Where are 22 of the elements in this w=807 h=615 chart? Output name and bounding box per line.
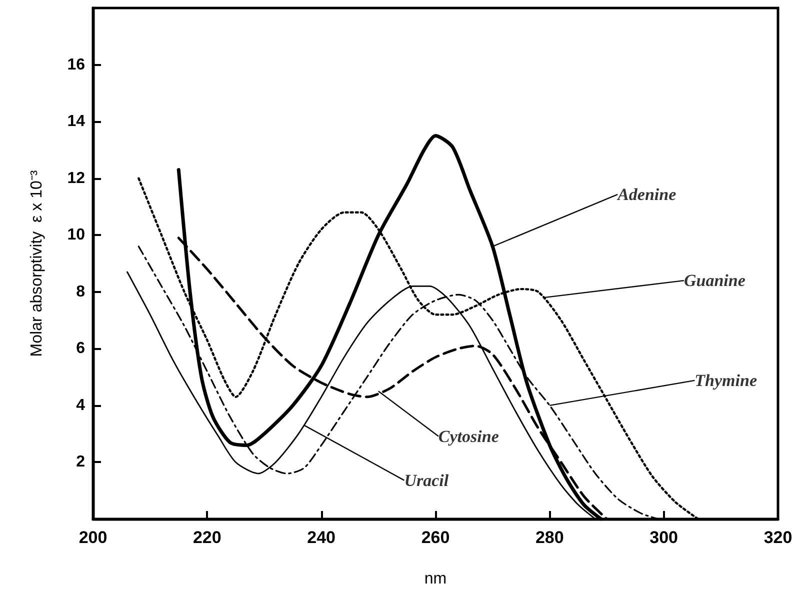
x-tick-label: 220 [192, 528, 222, 547]
annotation: Uracil [404, 470, 449, 490]
y-tick-label: 12 [67, 170, 86, 187]
y-tick-label: 14 [67, 113, 86, 130]
x-axis-title: nm [424, 570, 447, 588]
y-tick-label: 16 [67, 56, 86, 74]
annotation: Cytosine [438, 426, 500, 446]
x-tick-label: 240 [307, 528, 336, 547]
x-tick-label: 320 [764, 528, 792, 547]
annotation: Guanine [684, 271, 746, 290]
x-tick-label: 300 [650, 528, 678, 547]
y-tick-label: 8 [76, 283, 86, 300]
y-tick-label: 4 [76, 396, 86, 414]
x-tick-label: 200 [78, 528, 108, 547]
annotation: Thymine [694, 370, 758, 390]
annotation: Adenine [616, 184, 677, 204]
x-tick-label: 280 [535, 528, 564, 547]
y-tick-label: 6 [76, 340, 86, 358]
y-tick-label: 10 [67, 226, 86, 244]
y-axis-title: Molar absorptivity ε x 10⁻³ [28, 170, 46, 357]
x-tick-label: 260 [421, 528, 450, 547]
y-tick-label: 2 [76, 454, 86, 471]
